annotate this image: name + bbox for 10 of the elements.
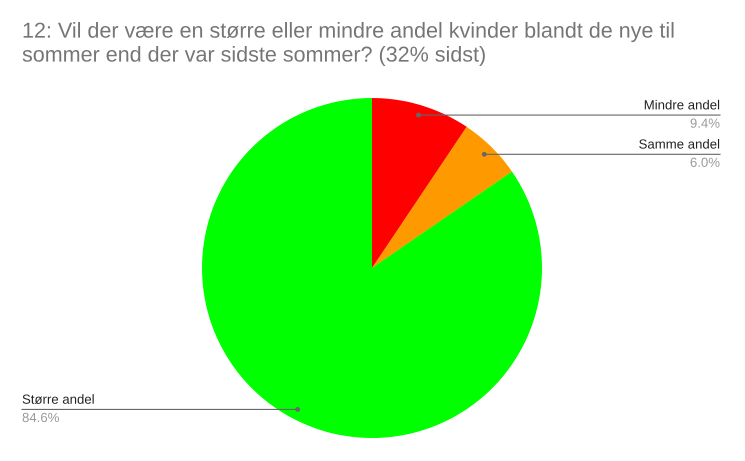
pie-slice bbox=[202, 98, 542, 438]
pie-slice bbox=[372, 126, 512, 268]
data-label: 6.0% bbox=[690, 158, 720, 167]
data-label: 9.4% bbox=[690, 118, 720, 128]
slice-label: Større andel bbox=[22, 394, 94, 404]
pie-slice bbox=[372, 98, 467, 268]
data-label: 84.6% bbox=[22, 412, 59, 422]
chart-title: 12: Vil der være en større eller mindre andel kvinder blandt de nye til sommer end der var sidste sommer? (32% sidst) bbox=[22, 22, 674, 66]
slice-label: Mindre andel bbox=[644, 100, 720, 110]
slice-label: Samme andel bbox=[639, 138, 720, 149]
